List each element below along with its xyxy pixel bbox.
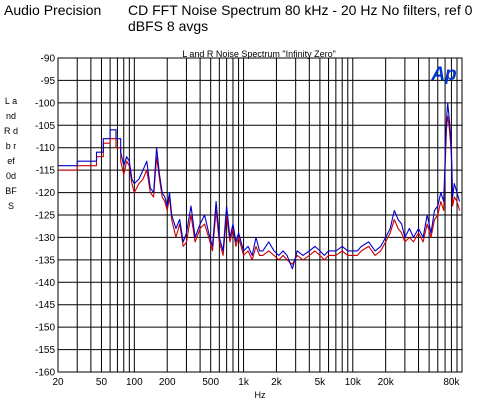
x-tick-label: 80k	[443, 377, 460, 388]
tick-labels: -90 -95 -100 -105 -110 -115 -120 -125 -130 -135 -1…	[35, 54, 460, 389]
vendor-label: Audio Precision	[4, 2, 102, 18]
x-tick-label: 500	[202, 377, 219, 388]
grid	[57, 57, 463, 373]
y-tick-label: -160	[35, 368, 55, 379]
y-tick-label: -95	[41, 76, 56, 87]
series-group	[58, 102, 461, 270]
x-tick-label: 20	[52, 377, 64, 388]
x-tick-label: 20k	[378, 377, 395, 388]
x-tick-label: 50	[96, 377, 108, 388]
x-tick-label: 2k	[271, 377, 283, 388]
y-tick-label: -140	[35, 278, 55, 289]
chart-header-title: CD FFT Noise Spectrum 80 kHz - 20 Hz No …	[128, 2, 473, 34]
y-tick-label: -105	[35, 121, 55, 132]
y-tick-label: -115	[36, 166, 56, 177]
series-line-left	[58, 115, 461, 265]
plot-frame	[57, 57, 463, 373]
ap-logo: Ap	[430, 64, 456, 85]
chart-title: L and R Noise Spectrum "Infinity Zero"	[182, 49, 336, 59]
y-axis-label: L and R db ref 0dBFS	[4, 96, 19, 211]
y-tick-label: -110	[36, 143, 56, 154]
y-tick-label: -120	[35, 188, 55, 199]
series-line-right	[58, 102, 461, 270]
y-tick-label: -100	[35, 98, 55, 109]
x-tick-label: 5k	[315, 377, 327, 388]
x-tick-label: 100	[126, 377, 143, 388]
x-tick-label: 1k	[238, 377, 250, 388]
x-axis-label: Hz	[254, 390, 266, 400]
y-tick-label: -125	[35, 211, 55, 222]
y-tick-label: -145	[35, 300, 55, 311]
y-tick-label: -130	[35, 233, 55, 244]
y-tick-label: -135	[35, 255, 55, 266]
x-tick-label: 200	[159, 377, 176, 388]
y-tick-label: -90	[41, 54, 56, 65]
y-tick-label: -155	[35, 345, 55, 356]
y-tick-label: -150	[35, 323, 55, 334]
x-tick-label: 10k	[345, 377, 362, 388]
